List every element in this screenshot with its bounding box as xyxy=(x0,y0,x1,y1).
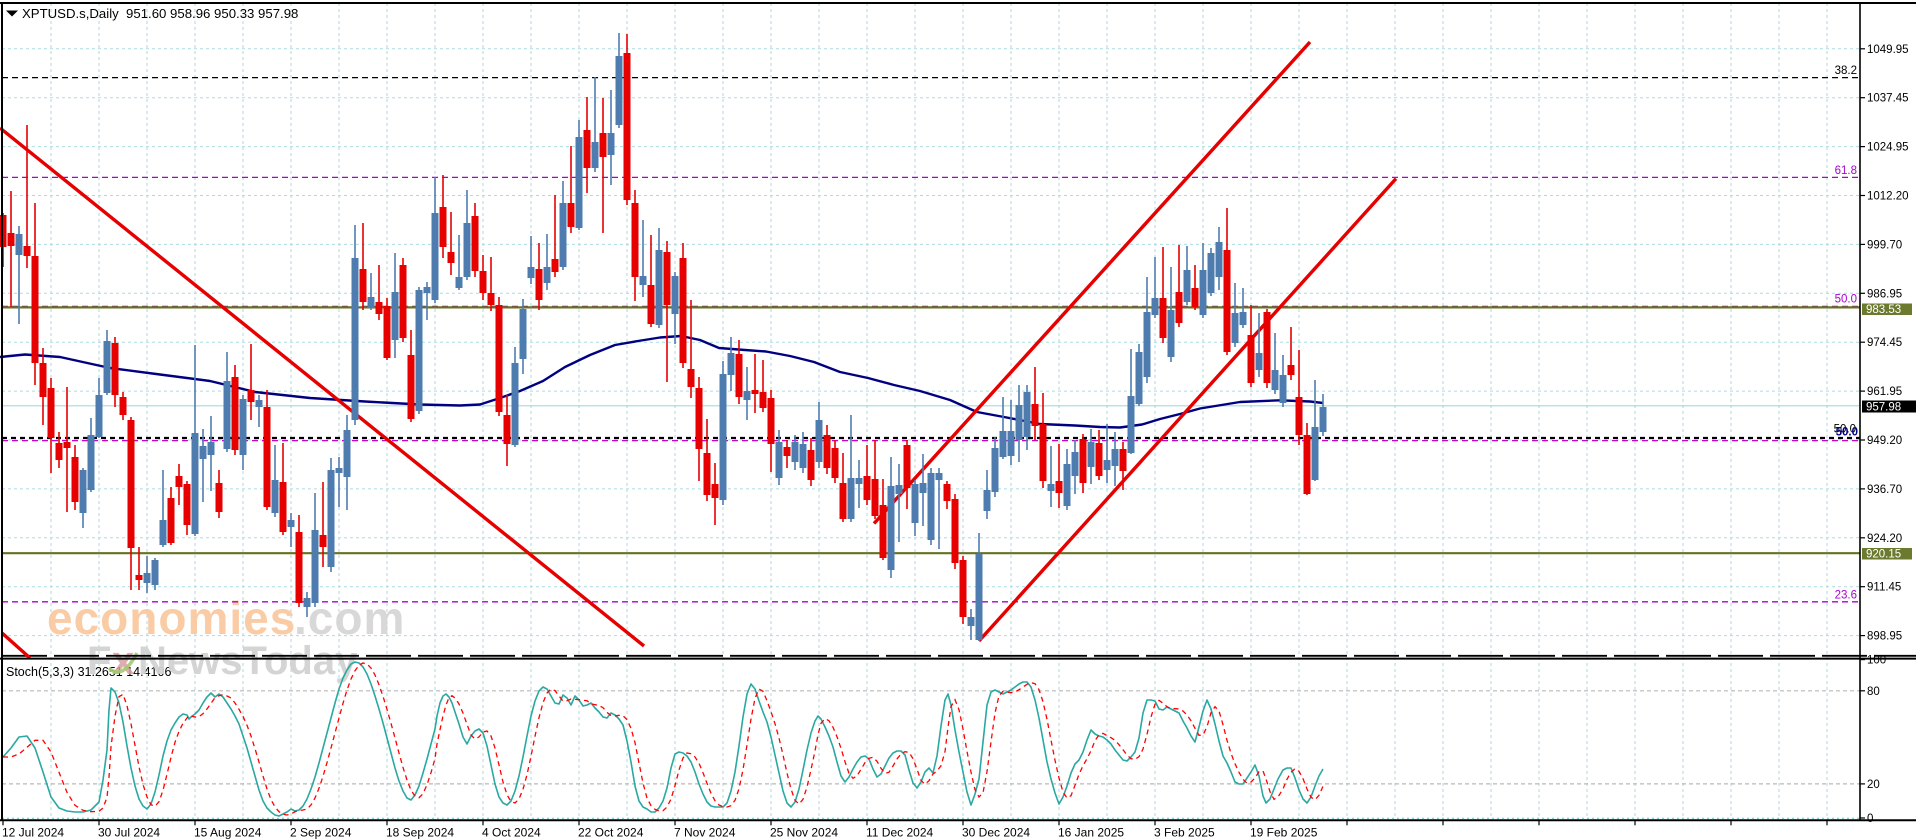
svg-text:25 Nov 2024: 25 Nov 2024 xyxy=(770,825,838,839)
svg-text:50.0: 50.0 xyxy=(1835,294,1857,306)
svg-text:898.95: 898.95 xyxy=(1867,631,1902,643)
svg-text:986.95: 986.95 xyxy=(1867,288,1902,300)
svg-text:F: F xyxy=(87,639,111,683)
svg-text:20: 20 xyxy=(1867,779,1880,791)
svg-text:100: 100 xyxy=(1867,655,1886,667)
svg-text:50.0: 50.0 xyxy=(1836,427,1858,439)
svg-text:920.15: 920.15 xyxy=(1866,549,1901,561)
svg-text:957.98: 957.98 xyxy=(1866,402,1901,414)
svg-text:924.20: 924.20 xyxy=(1867,533,1902,545)
svg-text:NewsToday: NewsToday xyxy=(138,639,358,683)
svg-text:1037.45: 1037.45 xyxy=(1867,93,1909,105)
svg-text:12 Jul 2024: 12 Jul 2024 xyxy=(2,825,64,839)
svg-text:economies: economies xyxy=(47,592,296,644)
svg-text:1049.95: 1049.95 xyxy=(1867,44,1909,56)
svg-text:38.2: 38.2 xyxy=(1835,65,1857,77)
svg-text:974.45: 974.45 xyxy=(1867,337,1902,349)
svg-text:30 Jul 2024: 30 Jul 2024 xyxy=(98,825,160,839)
svg-text:3 Feb 2025: 3 Feb 2025 xyxy=(1154,825,1215,839)
svg-text:18 Sep 2024: 18 Sep 2024 xyxy=(386,825,454,839)
svg-text:4 Oct 2024: 4 Oct 2024 xyxy=(482,825,541,839)
svg-text:50.0: 50.0 xyxy=(1834,424,1856,436)
svg-text:936.70: 936.70 xyxy=(1867,484,1902,496)
svg-text:Stoch(5,3,3) 31.2651 14.4106: Stoch(5,3,3) 31.2651 14.4106 xyxy=(6,665,171,679)
svg-text:61.8: 61.8 xyxy=(1835,165,1857,177)
svg-text:22 Oct 2024: 22 Oct 2024 xyxy=(578,825,644,839)
svg-text:19 Feb 2025: 19 Feb 2025 xyxy=(1250,825,1318,839)
svg-text:983.53: 983.53 xyxy=(1866,304,1901,316)
svg-text:949.20: 949.20 xyxy=(1867,435,1902,447)
svg-text:911.45: 911.45 xyxy=(1867,582,1901,594)
svg-text:1024.95: 1024.95 xyxy=(1867,142,1909,154)
svg-text:0: 0 xyxy=(1867,813,1873,825)
svg-text:80: 80 xyxy=(1867,686,1880,698)
svg-text:30 Dec 2024: 30 Dec 2024 xyxy=(962,825,1030,839)
svg-text:999.70: 999.70 xyxy=(1867,239,1902,251)
svg-text:15 Aug 2024: 15 Aug 2024 xyxy=(194,825,262,839)
svg-text:.com: .com xyxy=(294,592,405,644)
svg-text:1012.20: 1012.20 xyxy=(1867,191,1909,203)
svg-text:XPTUSD.s,Daily 951.60 958.96: XPTUSD.s,Daily 951.60 958.96 950.33 957.… xyxy=(22,6,298,21)
svg-text:961.95: 961.95 xyxy=(1867,386,1902,398)
svg-text:11 Dec 2024: 11 Dec 2024 xyxy=(866,825,933,839)
svg-text:16 Jan 2025: 16 Jan 2025 xyxy=(1058,825,1124,839)
svg-text:7 Nov 2024: 7 Nov 2024 xyxy=(674,825,736,839)
svg-text:2 Sep 2024: 2 Sep 2024 xyxy=(290,825,352,839)
svg-text:23.6: 23.6 xyxy=(1835,590,1857,602)
